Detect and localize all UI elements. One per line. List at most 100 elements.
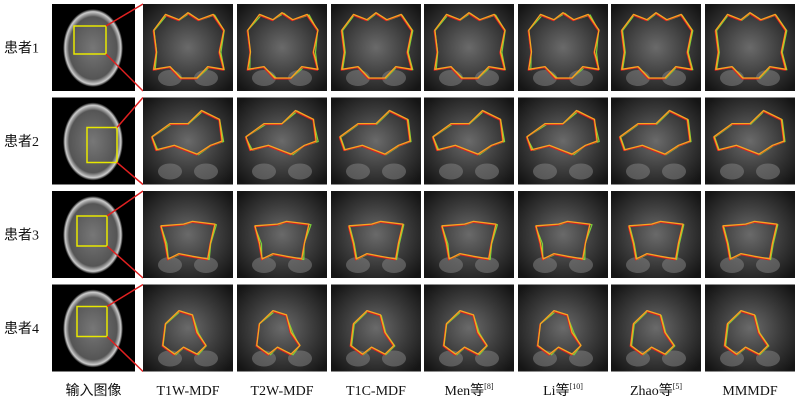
tissue: [158, 69, 182, 86]
tissue: [475, 350, 499, 367]
column-label-text: Li等: [543, 382, 569, 399]
contour-orange: [151, 109, 223, 155]
contour-orange: [153, 12, 225, 79]
column-label: Zhao等[5]: [630, 382, 682, 399]
result-image: [518, 284, 608, 372]
contour-red: [721, 221, 777, 261]
tissue: [382, 350, 406, 367]
contour-orange: [434, 12, 506, 79]
result-image: [611, 4, 701, 91]
tissue: [382, 256, 406, 273]
column-label: T1C-MDF: [346, 384, 406, 399]
column-label-text: Men等: [445, 382, 485, 399]
result-image: [331, 97, 421, 185]
contour-orange: [628, 220, 684, 260]
contour-orange: [722, 220, 778, 260]
tissue: [194, 163, 218, 180]
contour-orange: [247, 12, 319, 79]
contour-orange: [432, 109, 504, 155]
contour-orange: [441, 220, 497, 260]
tissue: [756, 350, 780, 367]
zoom-line: [106, 335, 144, 373]
column-label-ref: [5]: [673, 382, 683, 391]
result-image: [143, 97, 233, 185]
tissue: [569, 163, 593, 180]
zoom-line: [116, 97, 144, 128]
result-image: [143, 284, 233, 372]
contour-orange: [535, 220, 591, 260]
contour-orange: [254, 220, 310, 260]
contour-orange: [724, 309, 769, 355]
column-label: T2W-MDF: [251, 384, 314, 399]
result-image: [424, 97, 514, 185]
result-image: [143, 191, 233, 278]
result-image: [143, 4, 233, 91]
tissue: [288, 350, 312, 367]
result-image: [237, 191, 327, 278]
tissue: [569, 256, 593, 273]
column-label: Li等[10]: [543, 382, 583, 399]
tissue: [720, 256, 744, 273]
tissue: [662, 350, 686, 367]
column-label: Men等[8]: [445, 382, 494, 399]
roi-box: [73, 25, 107, 55]
contour-orange: [715, 12, 787, 79]
result-image: [705, 191, 795, 278]
tissue: [626, 163, 650, 180]
zoom-line: [106, 283, 144, 308]
column-label-text: Zhao等: [630, 382, 673, 399]
column-label-text: T1W-MDF: [157, 384, 220, 399]
tissue: [720, 163, 744, 180]
contour-orange: [162, 309, 207, 355]
result-image: [424, 191, 514, 278]
result-image: [237, 97, 327, 185]
tissue: [158, 163, 182, 180]
result-image: [237, 284, 327, 372]
contour-red: [627, 221, 683, 261]
tissue: [346, 163, 370, 180]
contour-orange: [348, 220, 404, 260]
head-slice: [63, 9, 123, 87]
result-image: [611, 284, 701, 372]
contour-orange: [537, 309, 582, 355]
result-image: [705, 284, 795, 372]
head-slice: [63, 196, 123, 274]
tissue: [252, 163, 276, 180]
tissue: [288, 163, 312, 180]
column-label-ref: [10]: [570, 382, 584, 391]
contour-orange: [160, 220, 216, 260]
roi-box: [76, 215, 108, 247]
tissue: [720, 69, 744, 86]
row-label: 患者1: [4, 41, 39, 57]
contour-orange: [528, 12, 600, 79]
zoom-line: [105, 53, 144, 92]
tissue: [346, 256, 370, 273]
contour-red: [253, 221, 309, 261]
result-image: [237, 4, 327, 91]
tissue: [533, 163, 557, 180]
contour-red: [534, 221, 590, 261]
column-label-text: MMMDF: [722, 384, 777, 399]
column-label: T1W-MDF: [157, 384, 220, 399]
tissue: [569, 350, 593, 367]
row-label: 患者4: [4, 321, 39, 337]
result-image: [331, 191, 421, 278]
tissue: [194, 256, 218, 273]
tissue: [382, 163, 406, 180]
result-image: [611, 191, 701, 278]
column-label-text: T2W-MDF: [251, 384, 314, 399]
result-image: [705, 97, 795, 185]
result-image: [518, 4, 608, 91]
result-image: [705, 4, 795, 91]
head-slice: [63, 102, 123, 181]
tissue: [252, 69, 276, 86]
tissue: [475, 163, 499, 180]
contour-orange: [350, 309, 395, 355]
tissue: [346, 69, 370, 86]
tissue: [439, 69, 463, 86]
contour-orange: [339, 109, 411, 155]
column-label-ref: [8]: [484, 382, 494, 391]
result-image: [331, 284, 421, 372]
zoom-line: [106, 190, 144, 217]
